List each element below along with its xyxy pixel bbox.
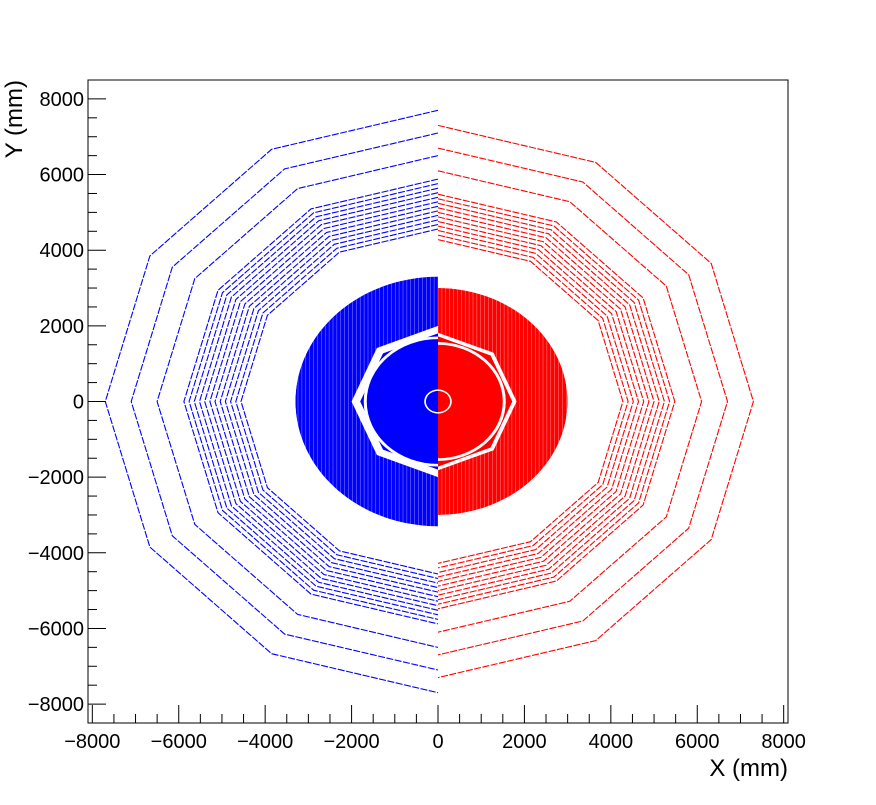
series-0-layer-10 — [219, 210, 439, 593]
y-tick-label: −8000 — [28, 694, 84, 716]
series-0-layer-4 — [188, 183, 439, 620]
series-1-beampipe-core — [438, 390, 451, 413]
y-tick-label: 2000 — [40, 316, 85, 338]
series-0-layer-3 — [183, 178, 439, 625]
series-1-layer-8 — [437, 216, 650, 587]
axis-ticks — [88, 98, 785, 723]
series-1-layer-6 — [437, 207, 660, 596]
series-1-layer-4 — [437, 198, 671, 605]
series-0-layer-14 — [240, 228, 439, 575]
x-tick-label: −8000 — [64, 731, 120, 753]
x-axis-title: X (mm) — [709, 755, 788, 782]
x-tick-label: 2000 — [502, 731, 547, 753]
y-tick-label: 8000 — [40, 89, 85, 111]
y-tick-label: 0 — [73, 392, 84, 414]
series-1-layer-5 — [437, 202, 665, 601]
series-0-layer-5 — [193, 187, 439, 616]
series-0-layer-8 — [209, 201, 439, 602]
tick-labels: −8000 −6000 −4000 −2000 0 2000 4000 6000 8000 −80… — [28, 89, 806, 753]
x-tick-label: 0 — [432, 731, 443, 753]
series-1-layer-0 — [437, 124, 754, 679]
series-1-layer-12 — [437, 234, 629, 569]
series-0-layer-13 — [235, 223, 439, 580]
series-1-layer-11 — [437, 229, 634, 574]
y-axis-title: Y (mm) — [1, 80, 28, 158]
x-tick-label: −4000 — [237, 731, 293, 753]
x-tick-label: 4000 — [589, 731, 634, 753]
series-1-layer-7 — [437, 211, 655, 592]
x-tick-label: −6000 — [151, 731, 207, 753]
series-0-inner-disk — [366, 339, 438, 464]
series-0-beampipe-core — [425, 390, 438, 413]
series-1-layer-1 — [437, 147, 729, 656]
series-0-layer-9 — [214, 205, 439, 598]
x-tick-label: 8000 — [761, 731, 806, 753]
series-1-layer-2 — [437, 170, 703, 633]
y-tick-label: 6000 — [40, 165, 85, 187]
y-tick-label: −4000 — [28, 543, 84, 565]
series-1-layer-10 — [437, 225, 640, 578]
series-1 — [437, 124, 754, 679]
series-0-layer-6 — [198, 192, 439, 611]
series-0-layer-11 — [224, 214, 439, 589]
series-1-layer-9 — [437, 220, 645, 583]
series-0-layer-2 — [156, 155, 439, 648]
series-0-layer-12 — [230, 219, 439, 584]
y-tick-label: −2000 — [28, 467, 84, 489]
y-tick-label: 4000 — [40, 240, 85, 262]
x-tick-label: −2000 — [323, 731, 379, 753]
series-1-layer-13 — [437, 239, 624, 564]
x-tick-label: 6000 — [675, 731, 720, 753]
series-0-layer-1 — [130, 132, 439, 671]
series-0 — [104, 109, 439, 694]
series-1-inner-disk — [438, 344, 503, 459]
data-points — [104, 109, 754, 694]
series-1-layer-3 — [437, 193, 676, 610]
series-0-layer-7 — [204, 196, 439, 607]
y-tick-label: −6000 — [28, 618, 84, 640]
